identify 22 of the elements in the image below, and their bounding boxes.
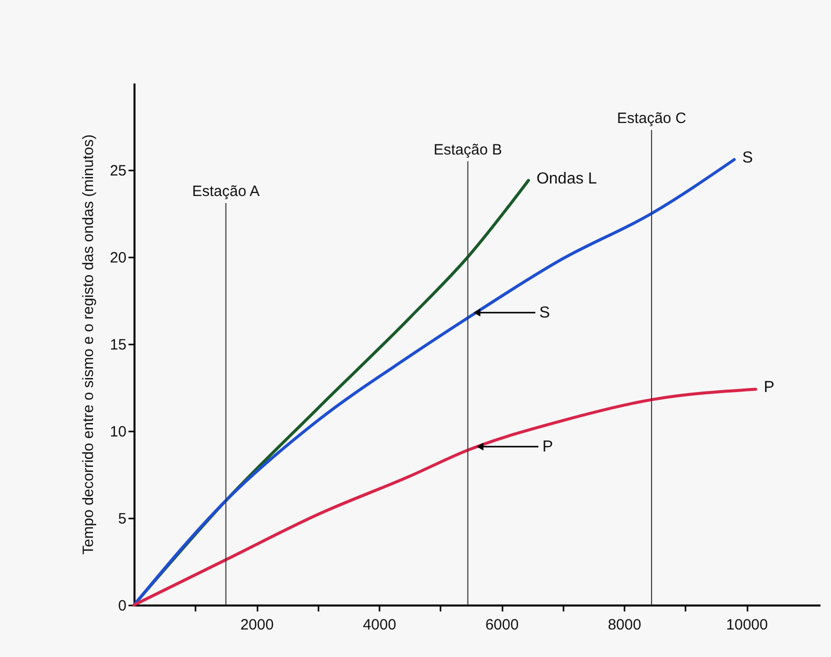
y-tick-label: 25 — [110, 162, 126, 180]
y-axis-title: Tempo decorrido entre o sismo e o registo das ondas (minutos) — [80, 134, 97, 555]
x-tick-label: 2000 — [240, 616, 274, 634]
ref-line-label: Estação A — [192, 183, 260, 200]
y-tick-label: 5 — [118, 510, 126, 528]
ref-line-label: Estação C — [616, 110, 686, 127]
series-label: P — [764, 379, 774, 396]
series-label: S — [742, 150, 753, 167]
y-tick-label: 10 — [110, 424, 126, 440]
series-label: Ondas L — [536, 170, 598, 188]
x-tick-label: 6000 — [485, 616, 519, 634]
annotation: P — [542, 438, 554, 456]
y-tick-label: 0 — [118, 598, 126, 614]
y-tick-label: 20 — [110, 250, 126, 266]
line-series — [132, 388, 758, 606]
ref-line-label: Estação B — [434, 141, 502, 158]
x-tick-label: 8000 — [608, 616, 642, 634]
line-series — [132, 158, 736, 606]
x-tick-label: 10000 — [726, 616, 768, 634]
y-tick-label: 15 — [110, 336, 126, 354]
annotation: S — [539, 304, 550, 322]
x-tick-label: 4000 — [362, 616, 396, 634]
